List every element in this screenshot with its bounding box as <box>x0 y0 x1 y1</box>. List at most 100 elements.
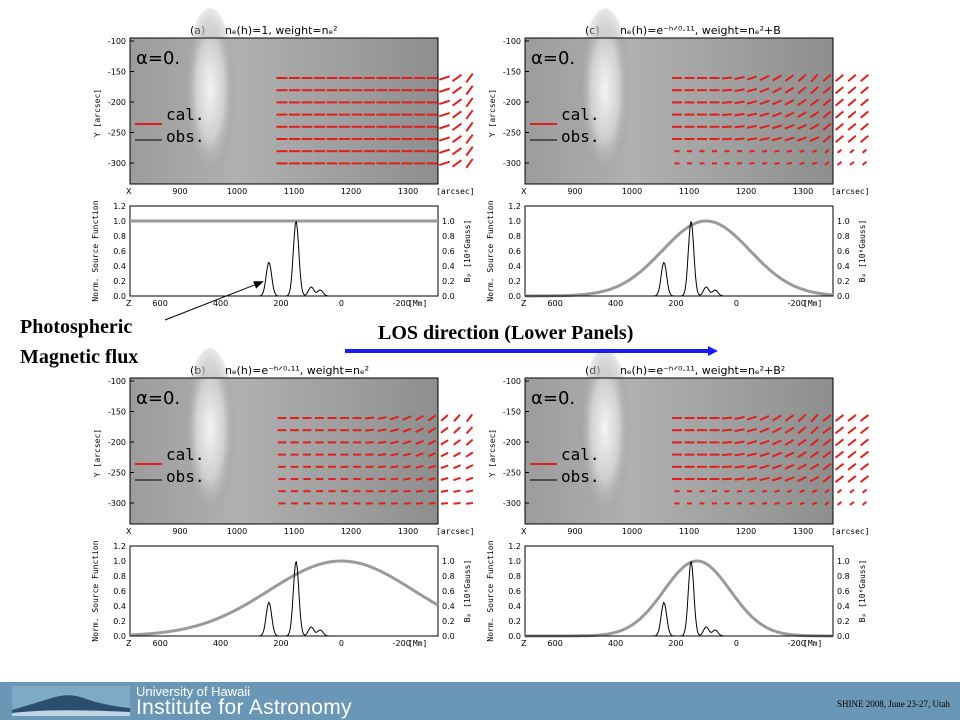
field-vector-mark <box>861 488 868 494</box>
field-vector-mark <box>771 476 783 482</box>
field-vector-mark <box>451 147 463 156</box>
profile-frame <box>524 545 834 637</box>
field-vector-mark <box>859 438 870 447</box>
field-vector-mark <box>835 74 844 82</box>
field-vector-mark <box>847 414 857 422</box>
field-vector-mark <box>465 133 474 145</box>
field-vector-mark <box>365 428 374 432</box>
image-xtick-label: 1300 <box>398 187 418 196</box>
field-vector-mark <box>451 134 463 144</box>
field-vector-mark <box>774 501 780 505</box>
field-vector-mark <box>734 440 745 445</box>
field-vector-mark <box>759 112 770 118</box>
photospheric-label-line1: Photospheric <box>20 316 133 338</box>
field-vector-mark <box>822 98 832 107</box>
field-vector-mark <box>759 136 770 142</box>
field-vector-mark <box>453 413 461 423</box>
image-xtick-label: 1300 <box>398 527 418 536</box>
image-xlabel-prefix: X <box>521 527 527 536</box>
profile-ytick-right: 0.2 <box>442 617 455 626</box>
legend-cal-label: cal. <box>166 105 205 124</box>
field-vector-mark <box>836 488 843 494</box>
field-vector-mark <box>759 75 770 81</box>
field-vector-mark <box>810 73 819 83</box>
profile-ytick-left: 0.4 <box>508 602 521 611</box>
image-ytick-label: -250 <box>108 129 126 138</box>
field-vector-mark <box>749 502 755 505</box>
field-vector-mark <box>427 439 437 446</box>
field-vector-mark <box>847 110 857 119</box>
profile-ytick-left: 0.0 <box>508 292 521 301</box>
field-vector-mark <box>835 98 844 107</box>
field-vector-mark <box>440 426 449 434</box>
field-vector-mark <box>427 427 437 434</box>
field-vector-mark <box>402 415 412 421</box>
field-vector-mark <box>786 489 793 493</box>
profile-xlabel-unit: [Mm] <box>803 299 822 308</box>
field-vector-mark <box>811 149 818 153</box>
field-vector-mark <box>797 73 807 83</box>
field-vector-mark <box>811 161 818 165</box>
image-xtick-label: 1100 <box>679 187 699 196</box>
profile-ytick-left: 0.8 <box>113 232 126 241</box>
image-ytick-label: -100 <box>503 377 521 386</box>
profile-ylabel-right: Bₚ [10⁶Gauss] <box>463 220 472 283</box>
field-vector-mark <box>378 465 386 469</box>
image-frame <box>129 377 439 525</box>
bright-structure <box>184 348 236 528</box>
field-vector-mark <box>759 439 770 446</box>
legend-cal-label: cal. <box>561 105 600 124</box>
field-vector-mark <box>774 149 780 153</box>
field-vector-mark <box>784 463 795 470</box>
image-xlabel-prefix: X <box>521 187 527 196</box>
field-vector-mark <box>746 100 758 105</box>
profile-ytick-left: 0.8 <box>508 572 521 581</box>
field-vector-mark <box>860 135 869 143</box>
image-xlabel-prefix: X <box>126 187 132 196</box>
field-vector-mark <box>784 451 795 458</box>
image-xlabel-unit: [arcsec] <box>831 187 870 196</box>
field-vector-mark <box>415 464 424 469</box>
image-ytick-label: -250 <box>503 129 521 138</box>
field-vector-mark <box>389 415 400 421</box>
panel-c-formula: nₑ(h)=e⁻ʰᐟ⁰⋅¹¹, weight=nₑ²+B <box>620 24 781 37</box>
field-vector-mark <box>809 463 820 471</box>
profile-ytick-right: 0.4 <box>442 262 455 271</box>
field-vector-mark <box>451 86 463 95</box>
field-vector-mark <box>453 476 461 482</box>
image-frame <box>524 377 834 525</box>
field-vector-mark <box>822 86 832 95</box>
field-vector-mark <box>799 489 805 494</box>
field-vector-mark <box>797 98 807 106</box>
field-vector-mark <box>771 451 783 458</box>
field-vector-mark <box>847 98 857 107</box>
image-xtick-label: 900 <box>172 187 187 196</box>
field-vector-mark <box>784 86 795 94</box>
image-ytick-label: -100 <box>108 377 126 386</box>
profile-ytick-right: 0.8 <box>442 232 455 241</box>
field-vector-mark <box>759 464 770 470</box>
field-vector-mark <box>860 98 869 107</box>
field-vector-mark <box>772 74 782 82</box>
coronal-image <box>525 38 833 184</box>
field-vector-mark <box>451 159 463 168</box>
field-vector-mark <box>861 501 868 506</box>
panel-b: (b)nₑ(h)=e⁻ʰᐟ⁰⋅¹¹, weight=nₑ²α=0.cal.obs… <box>91 348 475 648</box>
field-vector-mark <box>721 416 733 420</box>
image-xtick-label: 1000 <box>227 527 247 536</box>
mauna-kea-logo-icon <box>12 686 130 716</box>
field-vector-mark <box>799 501 805 506</box>
field-vector-mark <box>734 465 745 469</box>
field-vector-mark <box>453 464 461 470</box>
magnetic-flux-line <box>525 561 833 637</box>
field-vector-mark <box>796 136 808 142</box>
field-vector-mark <box>427 414 437 422</box>
field-vector-mark <box>797 451 807 459</box>
field-vector-mark <box>746 137 758 141</box>
image-ytick-label: -250 <box>503 469 521 478</box>
field-vector-mark <box>849 501 855 506</box>
field-vector-mark <box>822 426 832 435</box>
field-vector-mark <box>721 76 733 80</box>
magnetic-flux-line <box>130 561 438 637</box>
field-vector-mark <box>466 413 473 423</box>
